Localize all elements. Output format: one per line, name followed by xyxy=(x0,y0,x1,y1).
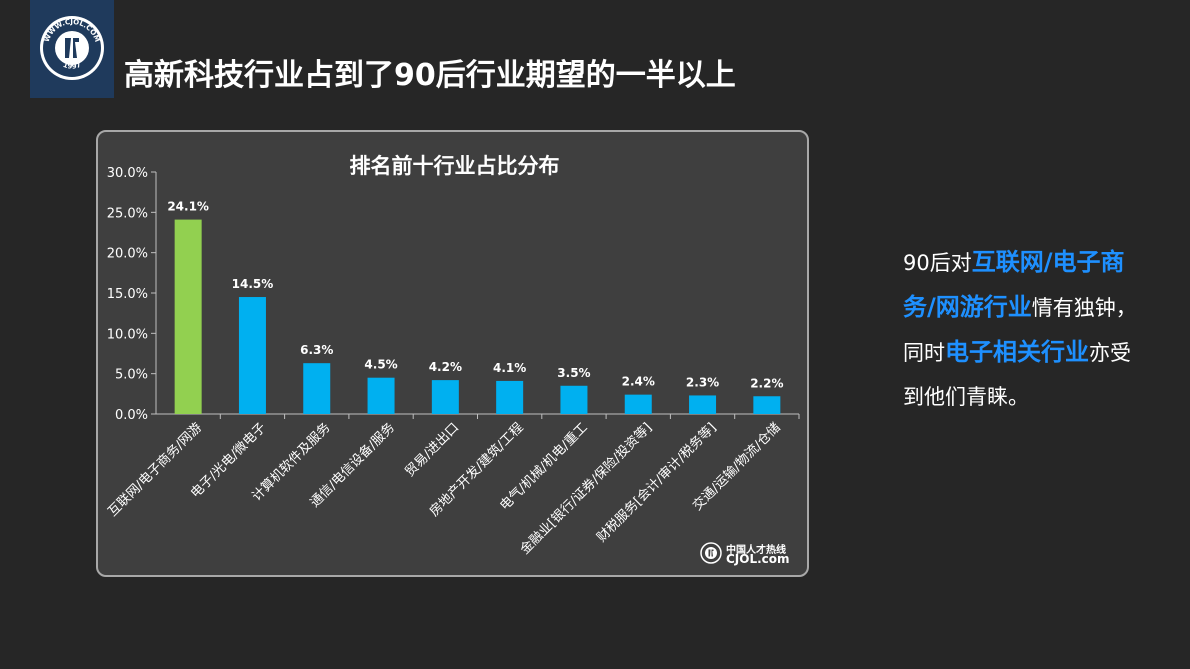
bar xyxy=(431,380,459,414)
y-tick-label: 10.0% xyxy=(107,327,148,342)
side-text-2: 情有独钟，同时 xyxy=(903,296,1137,365)
side-highlight-1: 互联网/电子商务/网游行业 xyxy=(903,248,1125,321)
data-label: 4.2% xyxy=(429,360,462,374)
bar xyxy=(367,377,395,414)
category-label: 财税服务[会计/审计/税务等] xyxy=(594,420,720,546)
logo-text-bottom: 1997 xyxy=(62,61,82,71)
bar-chart: 0.0% 5.0% 10.0% 15.0% 20.0% 25.0% 30.0% 24.1% 互联… xyxy=(105,166,800,558)
y-tick-label: 30.0% xyxy=(107,166,148,181)
bar xyxy=(560,385,588,414)
bar xyxy=(303,363,331,414)
bar xyxy=(496,380,524,414)
chart-title: 排名前十行业占比分布 xyxy=(349,154,560,178)
page-title: 高新科技行业占到了90后行业期望的一半以上 xyxy=(124,58,736,93)
watermark-cn: 中国人才热线 xyxy=(726,545,786,556)
cjol-watermark-icon xyxy=(700,542,722,564)
data-label: 2.2% xyxy=(750,376,783,390)
logo: WWW.CJOL.COM 1997 xyxy=(30,0,114,98)
bar xyxy=(174,219,202,414)
y-tick-label: 20.0% xyxy=(107,247,148,262)
side-summary: 90后对互联网/电子商务/网游行业情有独钟，同时电子相关行业亦受到他们青睐。 xyxy=(903,240,1143,419)
data-label: 24.1% xyxy=(167,200,209,214)
y-tick-label: 5.0% xyxy=(115,368,148,383)
bar xyxy=(238,297,266,414)
data-label: 2.4% xyxy=(622,375,655,389)
side-text-3: 亦受到他们青睐。 xyxy=(903,341,1131,409)
data-label: 4.5% xyxy=(364,358,397,372)
svg-text:1997: 1997 xyxy=(62,61,82,71)
category-label: 金融业[银行/证券/保险/投资等] xyxy=(517,420,655,558)
data-label: 3.5% xyxy=(557,366,590,380)
side-text-1: 90后对 xyxy=(903,251,972,275)
side-highlight-2: 电子相关行业 xyxy=(945,338,1089,366)
chart-panel: 排名前十行业占比分布 0.0% 5.0% 10.0% 15.0% 20.0% 25.0% 3… xyxy=(96,130,809,577)
y-tick-label: 0.0% xyxy=(115,408,148,423)
bar xyxy=(624,394,652,414)
bar xyxy=(753,396,781,414)
y-tick-label: 15.0% xyxy=(107,287,148,302)
category-label: 互联网/电子商务/网游 xyxy=(105,420,205,520)
cjol-seal-icon: WWW.CJOL.COM 1997 xyxy=(40,16,104,80)
watermark-en: CJOL.com xyxy=(726,552,790,566)
bar xyxy=(689,395,717,414)
category-label: 贸易/进出口 xyxy=(403,420,463,480)
data-label: 14.5% xyxy=(232,277,274,291)
data-label: 4.1% xyxy=(493,361,526,375)
y-tick-label: 25.0% xyxy=(107,206,148,221)
data-label: 6.3% xyxy=(300,343,333,357)
data-label: 2.3% xyxy=(686,375,719,389)
